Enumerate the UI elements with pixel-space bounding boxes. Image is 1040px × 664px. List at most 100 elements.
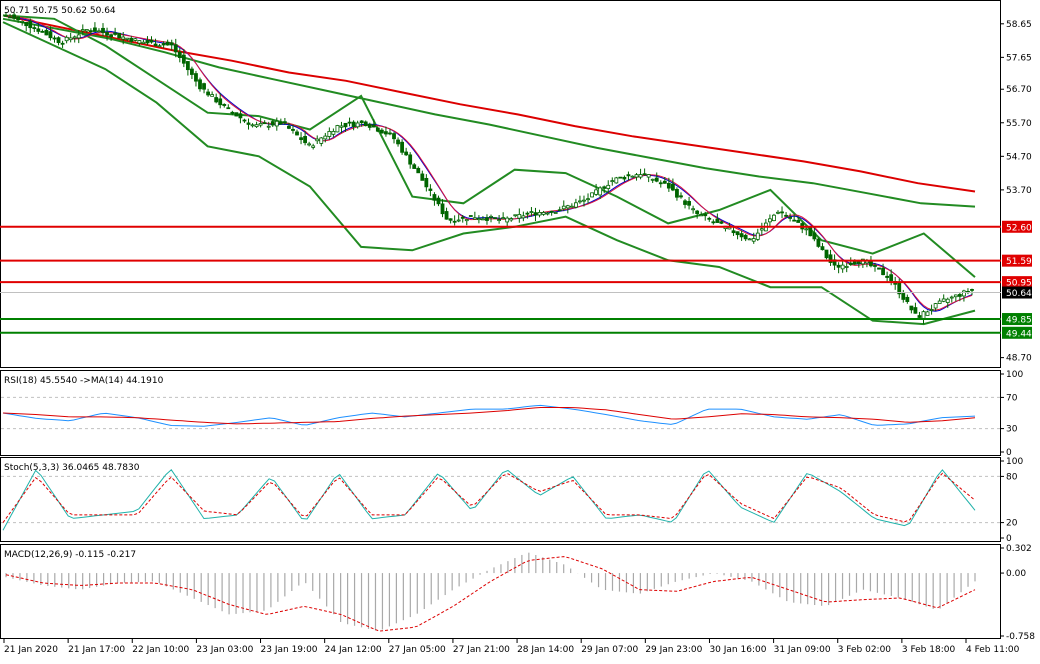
candle-body xyxy=(299,137,303,141)
candle-body xyxy=(56,37,61,44)
candle-body xyxy=(343,122,348,128)
candle-body xyxy=(444,211,449,220)
candle-body xyxy=(278,121,283,125)
candle-body xyxy=(808,227,813,237)
candle-body xyxy=(448,218,453,221)
resistance-price-tag xyxy=(1002,276,1032,289)
candle-body xyxy=(622,176,627,180)
candle-body xyxy=(804,228,809,231)
candle-body xyxy=(917,315,922,318)
candle-body xyxy=(351,121,356,127)
rsi-pane[interactable]: 100 70 30 0 RSI(18) 45.5540 ->MA(14) 44.191… xyxy=(0,370,1024,458)
candle-body xyxy=(598,187,603,196)
candle-body xyxy=(877,267,881,270)
candle-body xyxy=(650,178,655,181)
candle-body xyxy=(913,307,918,314)
candle-body xyxy=(573,202,578,208)
candle-body xyxy=(331,131,336,135)
candle-body xyxy=(812,232,817,240)
candle-body xyxy=(468,215,473,217)
support-price-tag xyxy=(1002,326,1032,339)
candle-body xyxy=(937,300,942,304)
candle-body xyxy=(40,30,45,33)
candle-body xyxy=(642,173,647,176)
price-axis-label: 54.70 xyxy=(1006,152,1032,162)
candle-body xyxy=(929,309,934,311)
candle-body xyxy=(254,124,259,128)
candle-body xyxy=(493,217,497,220)
candle-body xyxy=(949,296,954,299)
candle-body xyxy=(933,303,938,309)
candle-body xyxy=(772,214,776,222)
candle-body xyxy=(691,208,696,211)
candle-body xyxy=(246,122,251,125)
candle-body xyxy=(287,125,291,129)
candle-body xyxy=(105,32,109,36)
candle-body xyxy=(561,205,566,210)
time-axis-label: 29 Jan 23:00 xyxy=(645,645,702,655)
candle-body xyxy=(371,124,376,128)
price-axis-label: 53.70 xyxy=(1006,186,1032,196)
stoch-main-line xyxy=(2,469,976,531)
candle-body xyxy=(84,29,89,32)
candle-body xyxy=(671,183,675,191)
candle-body xyxy=(796,220,801,223)
candle-body xyxy=(792,219,797,222)
candle-body xyxy=(408,154,413,165)
candle-body xyxy=(735,231,740,236)
candle-body xyxy=(452,220,457,223)
macd-axis-label: 0.302 xyxy=(1006,544,1032,554)
macd-pane-frame xyxy=(0,544,1001,639)
candle-body xyxy=(44,29,49,36)
price-pane[interactable]: 52.60 51.59 50.95 49.85 49.44 50.64 58.65 57.6… xyxy=(0,0,1032,368)
candle-body xyxy=(113,32,118,35)
candle-body xyxy=(953,294,958,298)
stoch-header-text: Stoch(5,3,3) 36.0465 48.7830 xyxy=(4,463,140,473)
candle-body xyxy=(238,113,243,119)
time-axis-label: 28 Jan 14:00 xyxy=(517,645,574,655)
candle-body xyxy=(28,20,33,29)
candle-body xyxy=(662,180,667,184)
candle-body xyxy=(873,265,877,267)
macd-pane[interactable]: 0.302 0.00 -0.758 MACD(12,26,9) -0.115 -0.… xyxy=(0,544,1036,642)
support-price-label: 49.85 xyxy=(1006,316,1032,326)
resistance-price-tag xyxy=(1002,254,1032,267)
price-axis-label: 58.65 xyxy=(1006,20,1032,30)
candle-body xyxy=(202,83,206,90)
candle-body xyxy=(869,260,873,267)
candle-body xyxy=(513,214,518,217)
candle-body xyxy=(363,121,368,127)
candle-body xyxy=(270,121,275,126)
candle-body xyxy=(759,228,764,231)
macd-axis-label: -0.758 xyxy=(1006,632,1035,642)
candle-body xyxy=(489,215,493,218)
candle-body xyxy=(141,41,146,44)
stoch-axis-label: 100 xyxy=(1006,457,1023,467)
candle-body xyxy=(153,43,158,47)
ma-100-line xyxy=(2,17,976,208)
candle-body xyxy=(590,192,594,198)
candle-body xyxy=(400,141,405,153)
candle-body xyxy=(339,125,344,128)
candle-body xyxy=(578,200,582,203)
candle-body xyxy=(165,41,170,46)
price-axis-label: 56.70 xyxy=(1006,85,1032,95)
candle-body xyxy=(557,209,562,212)
candle-body xyxy=(521,215,526,219)
rsi-header-text: RSI(18) 45.5540 ->MA(14) 44.1910 xyxy=(4,376,164,386)
candle-body xyxy=(52,37,57,40)
candle-body xyxy=(412,164,417,169)
candle-body xyxy=(173,44,178,53)
candle-body xyxy=(355,122,360,128)
candle-body xyxy=(739,233,744,238)
resistance-price-label: 52.60 xyxy=(1006,223,1032,233)
candle-body xyxy=(214,97,219,103)
candle-body xyxy=(60,42,65,45)
candle-body xyxy=(921,311,926,319)
stoch-pane[interactable]: 100 80 20 0 Stoch(5,3,3) 36.0465 48.7830 xyxy=(0,457,1024,544)
time-axis-label: 23 Jan 03:00 xyxy=(196,645,253,655)
candle-body xyxy=(226,107,231,110)
candle-body xyxy=(747,238,752,241)
